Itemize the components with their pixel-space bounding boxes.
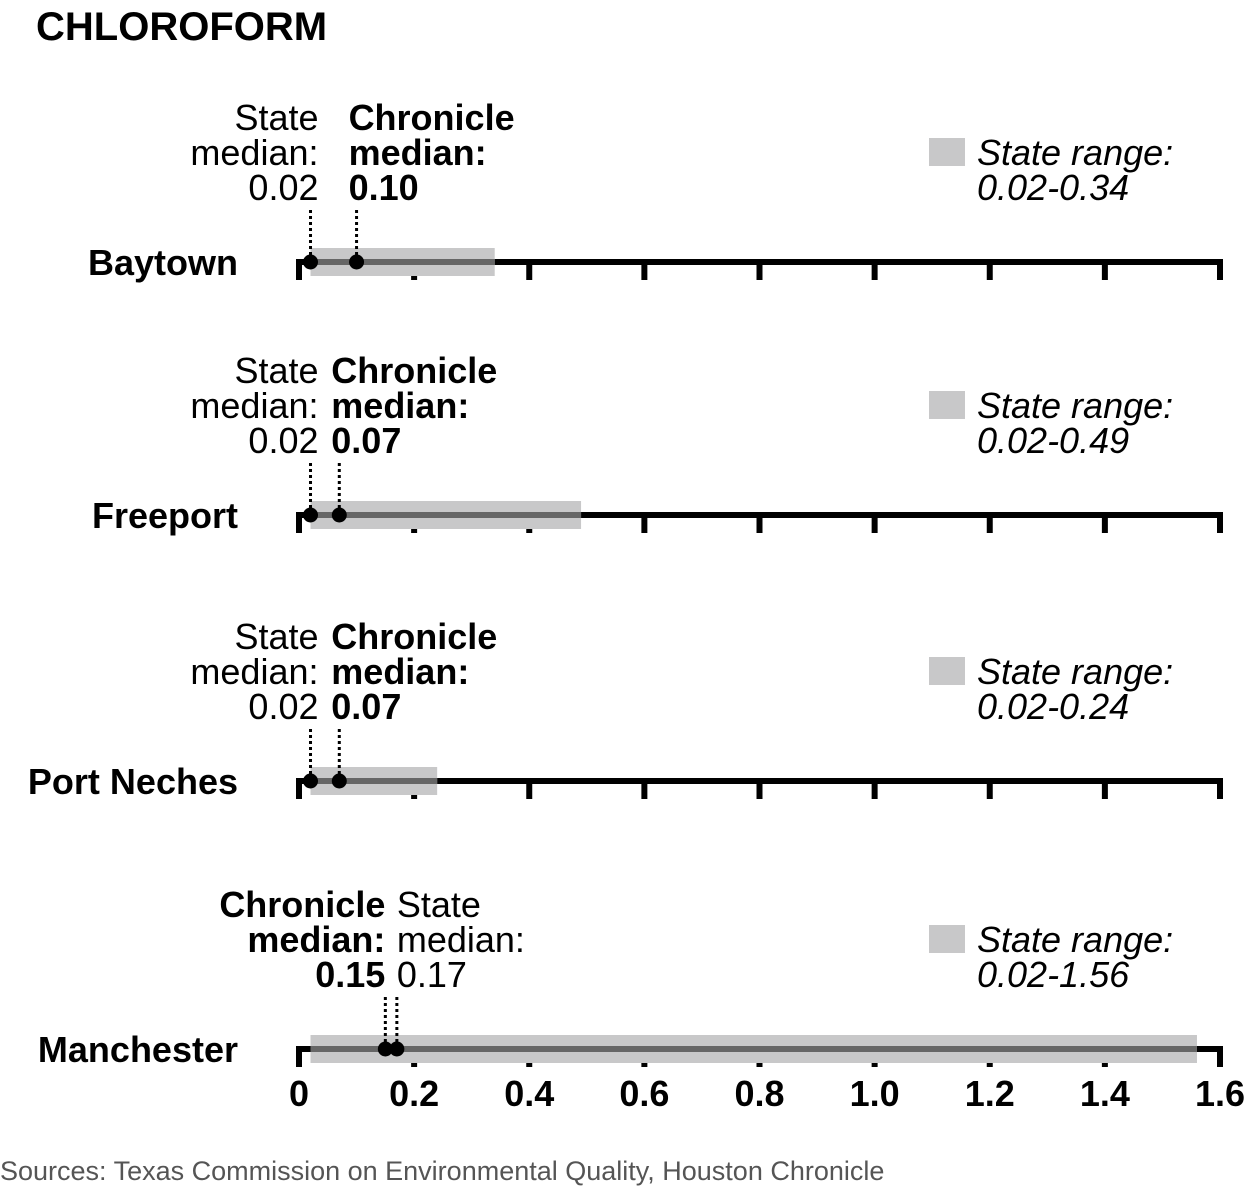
chart-rows: BaytownStatemedian:0.02Chroniclemedian:0… xyxy=(28,97,1223,1070)
chronicle-median-label: 0.10 xyxy=(349,167,419,208)
state-range-label: State range: xyxy=(977,919,1173,960)
state-median-dot xyxy=(389,1041,405,1057)
city-label: Freeport xyxy=(92,495,238,536)
state-range-swatch xyxy=(929,391,965,419)
x-tick-label: 1.6 xyxy=(1195,1073,1245,1114)
chart-title: CHLOROFORM xyxy=(36,5,327,49)
x-tick-label: 0 xyxy=(289,1073,309,1114)
state-median-label: median: xyxy=(190,132,318,173)
state-range-swatch xyxy=(929,138,965,166)
state-median-label: median: xyxy=(190,651,318,692)
state-range-value: 0.02-1.56 xyxy=(977,954,1130,995)
chronicle-median-label: Chronicle xyxy=(331,350,497,391)
chronicle-median-label: 0.07 xyxy=(331,686,401,727)
state-median-label: 0.02 xyxy=(248,167,318,208)
chronicle-median-label: Chronicle xyxy=(219,884,385,925)
x-axis-labels: 0 0.2 0.4 0.6 0.8 1.0 1.2 1.4 1.6 xyxy=(289,1073,1245,1114)
state-range-label: State range: xyxy=(977,385,1173,426)
row-port-neches: Port NechesStatemedian:0.02Chroniclemedi… xyxy=(28,616,1223,802)
state-median-label: 0.02 xyxy=(248,420,318,461)
x-tick-label: 0.6 xyxy=(619,1073,669,1114)
state-median-label: 0.17 xyxy=(397,954,467,995)
x-tick-label: 1.0 xyxy=(850,1073,900,1114)
state-median-dot xyxy=(303,773,319,789)
chronicle-median-label: Chronicle xyxy=(349,97,515,138)
chronicle-median-label: 0.07 xyxy=(331,420,401,461)
row-freeport: FreeportStatemedian:0.02Chroniclemedian:… xyxy=(92,350,1223,536)
state-median-label: median: xyxy=(397,919,525,960)
chronicle-median-label: median: xyxy=(349,132,487,173)
state-median-label: State xyxy=(234,616,318,657)
state-range-label: State range: xyxy=(977,651,1173,692)
chronicle-median-label: 0.15 xyxy=(315,954,385,995)
chronicle-median-dot xyxy=(377,1041,393,1057)
x-tick-label: 0.2 xyxy=(389,1073,439,1114)
state-median-label: State xyxy=(234,350,318,391)
x-tick-label: 0.4 xyxy=(504,1073,554,1114)
chronicle-median-dot xyxy=(331,507,347,523)
state-median-label: median: xyxy=(190,385,318,426)
chronicle-median-label: median: xyxy=(331,385,469,426)
city-label: Port Neches xyxy=(28,761,238,802)
row-baytown: BaytownStatemedian:0.02Chroniclemedian:0… xyxy=(88,97,1223,283)
state-range-value: 0.02-0.49 xyxy=(977,420,1129,461)
state-median-label: State xyxy=(397,884,481,925)
state-range-swatch xyxy=(929,657,965,685)
source-note: Sources: Texas Commission on Environment… xyxy=(0,1156,884,1186)
chronicle-median-label: Chronicle xyxy=(331,616,497,657)
chronicle-median-label: median: xyxy=(247,919,385,960)
row-manchester: ManchesterChroniclemedian:0.15Statemedia… xyxy=(38,884,1223,1070)
x-tick-label: 1.2 xyxy=(965,1073,1015,1114)
city-label: Manchester xyxy=(38,1029,238,1070)
state-range-value: 0.02-0.34 xyxy=(977,167,1129,208)
state-median-dot xyxy=(303,254,319,270)
chronicle-median-label: median: xyxy=(331,651,469,692)
state-median-label: State xyxy=(234,97,318,138)
chronicle-median-dot xyxy=(331,773,347,789)
state-median-label: 0.02 xyxy=(248,686,318,727)
state-range-value: 0.02-0.24 xyxy=(977,686,1129,727)
chronicle-median-dot xyxy=(349,254,365,270)
state-median-dot xyxy=(303,507,319,523)
state-range-swatch xyxy=(929,925,965,953)
city-label: Baytown xyxy=(88,242,238,283)
x-tick-label: 0.8 xyxy=(734,1073,784,1114)
x-tick-label: 1.4 xyxy=(1080,1073,1130,1114)
state-range-label: State range: xyxy=(977,132,1173,173)
